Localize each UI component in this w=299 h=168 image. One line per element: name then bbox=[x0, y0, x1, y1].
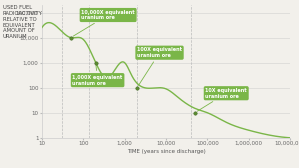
X-axis label: TIME (years since discharge): TIME (years since discharge) bbox=[126, 149, 205, 154]
Text: USED FUEL
RADIOACTIVITY
RELATIVE TO
EQUIVALENT
AMOUNT OF
URANIUM: USED FUEL RADIOACTIVITY RELATIVE TO EQUI… bbox=[3, 5, 43, 39]
Text: 10X equivalent
uranium ore: 10X equivalent uranium ore bbox=[197, 88, 247, 111]
Text: 1,000X equivalent
uranium ore: 1,000X equivalent uranium ore bbox=[72, 65, 123, 86]
Text: 10,000X equivalent
uranium ore: 10,000X equivalent uranium ore bbox=[73, 10, 135, 36]
Text: 100X equivalent
uranium ore: 100X equivalent uranium ore bbox=[137, 47, 182, 85]
